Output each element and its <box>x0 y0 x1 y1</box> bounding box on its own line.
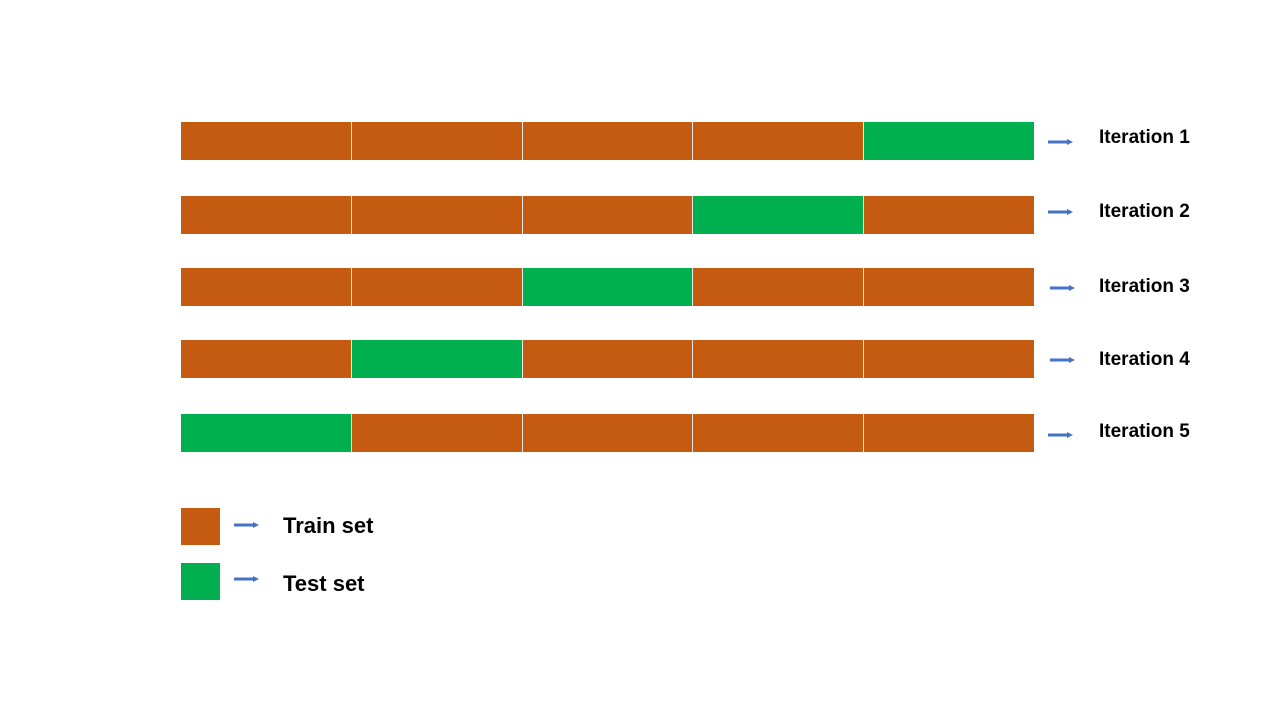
right-arrow-icon <box>1048 209 1073 215</box>
train-fold <box>692 268 864 306</box>
train-fold <box>521 122 693 160</box>
test-set-swatch <box>181 563 220 600</box>
train-fold <box>863 414 1034 452</box>
iteration-row-5 <box>181 414 1034 452</box>
train-set-swatch <box>181 508 220 545</box>
train-fold <box>692 414 864 452</box>
iteration-label-5: Iteration 5 <box>1099 421 1190 442</box>
train-fold <box>350 268 522 306</box>
iteration-label-1: Iteration 1 <box>1099 127 1190 148</box>
iteration-label-2: Iteration 2 <box>1099 201 1190 222</box>
test-fold <box>181 414 351 452</box>
right-arrow-icon <box>1048 139 1073 145</box>
train-fold <box>521 340 693 378</box>
train-fold <box>350 196 522 234</box>
test-fold <box>521 268 693 306</box>
train-fold <box>181 196 351 234</box>
test-set-label: Test set <box>283 571 365 596</box>
test-fold <box>692 196 864 234</box>
train-fold <box>521 196 693 234</box>
right-arrow-icon <box>234 522 259 528</box>
train-fold <box>350 414 522 452</box>
train-fold <box>521 414 693 452</box>
train-set-label: Train set <box>283 513 374 538</box>
test-fold <box>863 122 1034 160</box>
train-fold <box>863 268 1034 306</box>
iteration-row-4 <box>181 340 1034 378</box>
right-arrow-icon <box>1048 432 1073 438</box>
iteration-row-2 <box>181 196 1034 234</box>
train-fold <box>350 122 522 160</box>
train-fold <box>863 340 1034 378</box>
train-fold <box>181 340 351 378</box>
iteration-label-4: Iteration 4 <box>1099 349 1190 370</box>
iteration-label-3: Iteration 3 <box>1099 276 1190 297</box>
right-arrow-icon <box>1050 357 1075 363</box>
test-fold <box>350 340 522 378</box>
train-fold <box>181 122 351 160</box>
iteration-row-3 <box>181 268 1034 306</box>
iteration-row-1 <box>181 122 1034 160</box>
train-fold <box>692 122 864 160</box>
train-fold <box>863 196 1034 234</box>
train-fold <box>692 340 864 378</box>
right-arrow-icon <box>1050 285 1075 291</box>
right-arrow-icon <box>234 576 259 582</box>
train-fold <box>181 268 351 306</box>
